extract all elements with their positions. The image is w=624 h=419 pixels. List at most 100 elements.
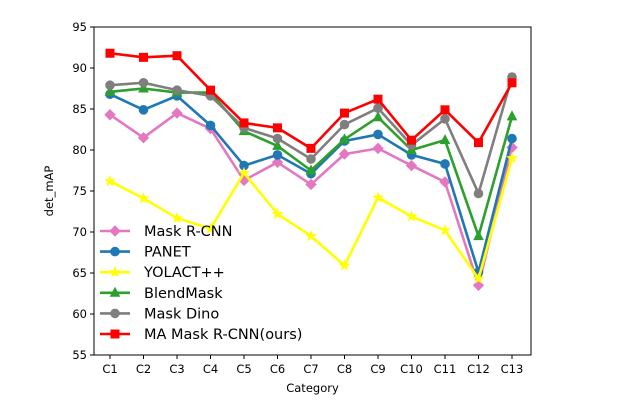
data-point-mask-dino-c6 — [272, 133, 283, 144]
data-point-panet-c2 — [138, 105, 149, 115]
data-point-yolact-c4 — [204, 222, 217, 234]
data-point-blendmask-c6 — [272, 139, 283, 150]
data-point-yolact-c13 — [506, 151, 518, 164]
data-point-ma-mask-r-cnn-ours-c1 — [105, 48, 115, 58]
legend-entry-mask-dino: Mask Dino — [100, 306, 219, 322]
y-tick-label: 75 — [72, 184, 87, 198]
data-point-ma-mask-r-cnn-ours-c2 — [139, 52, 148, 62]
data-point-ma-mask-r-cnn-ours-c6 — [273, 123, 282, 133]
data-point-panet-c6 — [272, 150, 283, 160]
data-point-ma-mask-r-cnn-ours-c9 — [373, 94, 383, 104]
x-tick-label: C10 — [400, 362, 423, 376]
y-tick-label: 85 — [72, 102, 87, 116]
data-point-ma-mask-r-cnn-ours-c13 — [507, 78, 517, 88]
data-point-yolact-c5 — [238, 166, 250, 179]
data-point-blendmask-c11 — [439, 134, 451, 145]
data-point-yolact-c9 — [372, 191, 384, 203]
legend-entry-mask-r-cnn: Mask R-CNN — [100, 224, 233, 240]
data-point-yolact-c10 — [405, 210, 418, 222]
y-axis-label: det_mAP — [42, 166, 56, 217]
data-point-yolact-c6 — [271, 207, 284, 220]
legend-entry-panet: PANET — [100, 245, 191, 261]
legend-marker — [110, 329, 120, 339]
data-point-ma-mask-r-cnn-ours-c5 — [239, 118, 249, 128]
data-point-mask-r-cnn-c10 — [405, 159, 418, 172]
legend-marker — [109, 265, 121, 278]
data-point-ma-mask-r-cnn-ours-c10 — [407, 135, 416, 145]
y-tick-label: 65 — [72, 266, 87, 280]
data-point-mask-r-cnn-c7 — [305, 178, 317, 191]
data-point-mask-r-cnn-c11 — [439, 176, 451, 188]
data-point-ma-mask-r-cnn-ours-c11 — [440, 105, 450, 115]
data-point-blendmask-c7 — [305, 164, 317, 175]
data-point-mask-r-cnn-c9 — [372, 142, 384, 155]
x-tick-label: C1 — [102, 362, 117, 376]
y-tick-label: 80 — [72, 143, 87, 157]
data-point-mask-dino-c8 — [339, 119, 350, 130]
data-point-panet-c4 — [205, 120, 216, 131]
legend-label: Mask R-CNN — [144, 224, 233, 240]
series-ma-mask-r-cnn-ours — [105, 48, 517, 153]
data-point-yolact-c2 — [137, 192, 150, 204]
y-tick-label: 90 — [72, 61, 87, 75]
x-tick-label: C12 — [467, 362, 490, 376]
data-point-mask-r-cnn-c2 — [137, 131, 150, 144]
data-point-mask-dino-c12 — [473, 188, 484, 199]
x-tick-label: C6 — [270, 362, 285, 376]
data-point-yolact-c1 — [104, 174, 116, 187]
legend-label: Mask Dino — [144, 306, 219, 322]
x-axis-label: Category — [286, 381, 339, 395]
legend-label: MA Mask R-CNN(ours) — [144, 327, 302, 343]
data-point-mask-r-cnn-c1 — [104, 109, 116, 121]
y-tick-label: 70 — [72, 225, 87, 239]
y-tick-label: 95 — [72, 20, 87, 34]
x-tick-label: C2 — [136, 362, 151, 376]
data-point-blendmask-c8 — [339, 133, 350, 144]
x-tick-label: C4 — [203, 362, 218, 376]
data-point-mask-dino-c11 — [440, 114, 450, 124]
y-tick-label: 60 — [72, 307, 87, 321]
data-point-ma-mask-r-cnn-ours-c4 — [206, 85, 215, 95]
data-point-blendmask-c2 — [138, 82, 149, 93]
data-point-blendmask-c12 — [473, 230, 484, 241]
data-point-yolact-c7 — [305, 229, 317, 242]
x-tick-label: C8 — [337, 362, 352, 376]
x-tick-label: C13 — [501, 362, 524, 376]
series-yolact — [104, 151, 518, 284]
legend-marker — [109, 286, 121, 297]
legend-label: BlendMask — [144, 286, 223, 302]
data-point-mask-dino-c3 — [172, 85, 182, 95]
legend: Mask R-CNN PANET YOLACT++ BlendMask Mask Din… — [100, 224, 302, 343]
data-point-panet-c9 — [373, 129, 383, 140]
x-tick-label: C9 — [370, 362, 385, 376]
legend-entry-blendmask: BlendMask — [100, 286, 223, 302]
x-tick-label: C7 — [303, 362, 318, 376]
data-point-blendmask-c9 — [372, 111, 384, 122]
data-point-ma-mask-r-cnn-ours-c3 — [172, 51, 182, 61]
data-point-blendmask-c13 — [506, 110, 518, 121]
data-point-panet-c13 — [507, 133, 517, 144]
data-point-yolact-c12 — [472, 272, 485, 284]
data-point-blendmask-c1 — [104, 85, 116, 96]
data-point-mask-r-cnn-c3 — [171, 107, 183, 119]
data-point-panet-c11 — [440, 159, 450, 169]
legend-entry-yolact: YOLACT++ — [100, 265, 225, 281]
data-point-mask-r-cnn-c8 — [338, 148, 351, 160]
data-point-ma-mask-r-cnn-ours-c12 — [474, 138, 483, 148]
x-tick-label: C5 — [236, 362, 251, 376]
data-point-yolact-c11 — [439, 224, 451, 236]
legend-label: YOLACT++ — [143, 265, 225, 281]
data-point-ma-mask-r-cnn-ours-c8 — [340, 108, 349, 118]
legend-marker — [110, 308, 120, 319]
data-point-mask-dino-c7 — [306, 154, 316, 164]
data-point-mask-dino-c1 — [105, 80, 115, 91]
data-point-yolact-c3 — [171, 211, 183, 224]
x-tick-label: C3 — [169, 362, 184, 376]
data-point-yolact-c8 — [338, 259, 351, 271]
data-point-mask-dino-c2 — [138, 77, 149, 88]
legend-label: PANET — [144, 245, 191, 261]
legend-entry-ma-mask-r-cnn-ours: MA Mask R-CNN(ours) — [100, 327, 302, 343]
data-point-ma-mask-r-cnn-ours-c7 — [306, 143, 316, 153]
legend-marker — [110, 246, 120, 257]
